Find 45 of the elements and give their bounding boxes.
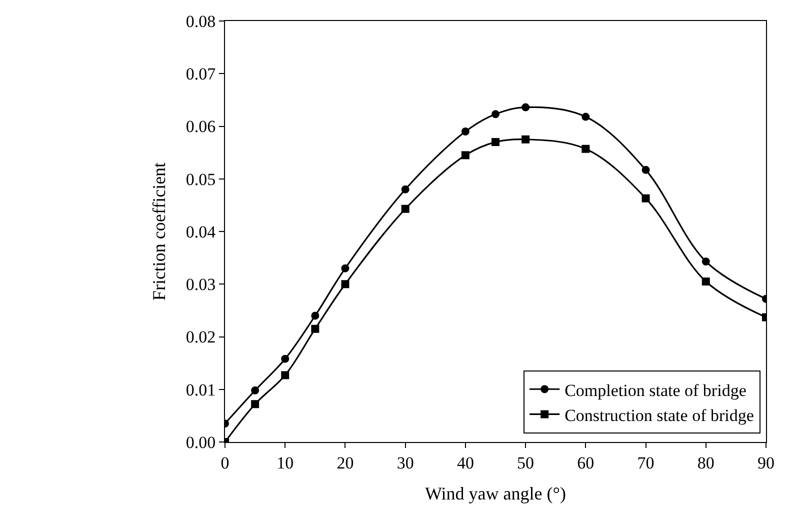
point <box>642 194 650 202</box>
x-tick-label: 0 <box>220 453 230 472</box>
y-tick-label: 0.08 <box>186 12 216 31</box>
x-tick-label: 60 <box>577 453 594 472</box>
point <box>401 204 410 213</box>
legend-label: Construction state of bridge <box>564 406 754 425</box>
point <box>401 185 410 194</box>
point <box>702 277 710 286</box>
x-tick-label: 50 <box>517 453 534 472</box>
x-tick-label: 30 <box>396 453 414 472</box>
y-axis-title: Friction coefficient <box>149 162 170 301</box>
point <box>522 103 530 112</box>
point <box>702 258 710 266</box>
point <box>251 400 260 408</box>
y-tick-label: 0.05 <box>186 170 216 189</box>
x-tick-label: 80 <box>697 453 714 472</box>
x-tick-label: 20 <box>336 453 354 472</box>
point <box>461 128 470 136</box>
legend-label: Completion state of bridge <box>564 380 746 400</box>
point <box>492 110 500 118</box>
point <box>341 280 350 288</box>
x-axis-title: Wind yaw angle (°) <box>425 484 566 504</box>
y-tick-label: 0.02 <box>186 328 216 347</box>
x-tick-label: 90 <box>758 453 774 472</box>
y-tick-label: 0.07 <box>186 64 216 84</box>
y-tick-label: 0.01 <box>186 380 216 400</box>
point <box>492 138 500 146</box>
y-tick-label: 0.00 <box>186 432 216 452</box>
x-tick-label: 70 <box>637 453 654 472</box>
point <box>311 324 320 333</box>
y-tick-label: 0.04 <box>186 222 216 242</box>
point <box>311 312 320 320</box>
point <box>582 144 590 153</box>
x-tick-label: 40 <box>456 453 474 472</box>
point <box>522 135 530 144</box>
x-tick-label: 10 <box>276 453 294 472</box>
point <box>251 386 260 394</box>
point <box>461 151 470 160</box>
point <box>582 112 590 121</box>
y-tick-label: 0.06 <box>186 117 216 136</box>
point <box>341 264 350 272</box>
point <box>281 354 290 363</box>
point <box>281 371 290 380</box>
y-tick-label: 0.03 <box>186 275 216 294</box>
point <box>642 166 650 174</box>
